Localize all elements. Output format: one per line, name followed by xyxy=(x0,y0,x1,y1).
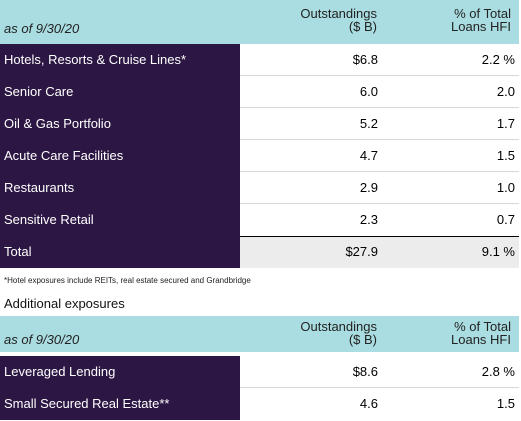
table1-as-of: as of 9/30/20 xyxy=(4,21,80,36)
row-label: Leveraged Lending xyxy=(0,356,240,388)
section-subheading: Additional exposures xyxy=(4,296,125,311)
outstandings-value: 4.7 xyxy=(359,148,378,163)
row-label: Hotels, Resorts & Cruise Lines* xyxy=(0,44,240,76)
outstandings-value: 2.9 xyxy=(359,180,378,195)
pct-value: 1.7 xyxy=(496,116,515,131)
pct-value: 0.7 xyxy=(496,212,515,227)
table1-row: Sensitive Retail 2.3 0.7 xyxy=(0,204,519,236)
table1-outstandings-header: Outstandings ($ B) xyxy=(300,6,377,34)
pct-value: 1.5 xyxy=(496,396,515,411)
row-label: Sensitive Retail xyxy=(0,204,240,236)
outstandings-value: $6.8 xyxy=(352,52,378,67)
pct-value: 2.8 % xyxy=(481,364,515,379)
table1-row: Restaurants 2.9 1.0 xyxy=(0,172,519,204)
table2-pct-header: % of Total Loans HFI xyxy=(451,319,511,347)
table2-outstandings-header: Outstandings ($ B) xyxy=(300,319,377,347)
table2-as-of: as of 9/30/20 xyxy=(4,332,80,347)
total-label: Total xyxy=(0,236,240,268)
total-background xyxy=(240,236,519,268)
pct-value: 2.0 xyxy=(496,84,515,99)
outstandings-value: 6.0 xyxy=(359,84,378,99)
row-divider xyxy=(240,107,519,108)
row-divider xyxy=(240,203,519,204)
total-rule xyxy=(240,236,519,237)
row-divider xyxy=(240,387,519,388)
table2-row: Small Secured Real Estate** 4.6 1.5 xyxy=(0,388,519,420)
row-label: Acute Care Facilities xyxy=(0,140,240,172)
pct-value: 2.2 % xyxy=(481,52,515,67)
outstandings-value: $8.6 xyxy=(352,364,378,379)
row-label: Small Secured Real Estate** xyxy=(0,388,240,420)
table1-row: Hotels, Resorts & Cruise Lines* $6.8 2.2… xyxy=(0,44,519,76)
outstandings-value: 2.3 xyxy=(359,212,378,227)
row-divider xyxy=(240,139,519,140)
row-label: Oil & Gas Portfolio xyxy=(0,108,240,140)
table1-header: as of 9/30/20 Outstandings ($ B) % of To… xyxy=(0,0,519,44)
row-divider xyxy=(240,75,519,76)
total-pct-value: 9.1 % xyxy=(481,244,515,259)
table1-row: Acute Care Facilities 4.7 1.5 xyxy=(0,140,519,172)
outstandings-value: 4.6 xyxy=(359,396,378,411)
outstandings-value: 5.2 xyxy=(359,116,378,131)
table1-row: Senior Care 6.0 2.0 xyxy=(0,76,519,108)
footnote: *Hotel exposures include REITs, real est… xyxy=(4,276,251,285)
table1-pct-header: % of Total Loans HFI xyxy=(451,6,511,34)
row-label: Senior Care xyxy=(0,76,240,108)
pct-value: 1.5 xyxy=(496,148,515,163)
pct-value: 1.0 xyxy=(496,180,515,195)
table2-header: as of 9/30/20 Outstandings ($ B) % of To… xyxy=(0,316,519,352)
row-divider xyxy=(240,171,519,172)
total-outstandings-value: $27.9 xyxy=(345,244,378,259)
row-label: Restaurants xyxy=(0,172,240,204)
table1-row: Oil & Gas Portfolio 5.2 1.7 xyxy=(0,108,519,140)
table1-total-row: Total $27.9 9.1 % xyxy=(0,236,519,268)
table2-row: Leveraged Lending $8.6 2.8 % xyxy=(0,356,519,388)
